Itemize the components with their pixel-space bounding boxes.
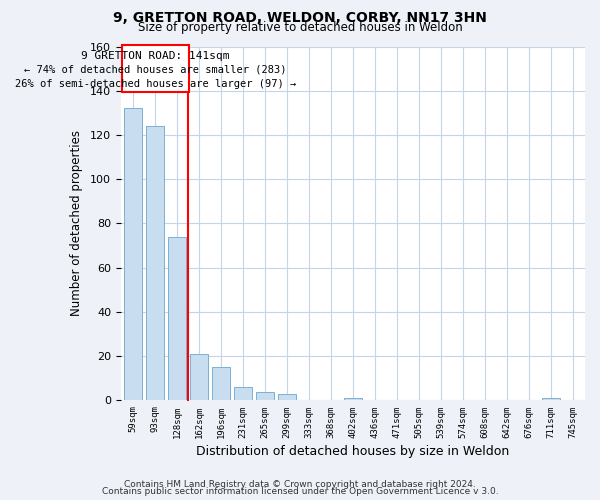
Bar [212,368,230,400]
Text: Contains HM Land Registry data © Crown copyright and database right 2024.: Contains HM Land Registry data © Crown c… [124,480,476,489]
FancyBboxPatch shape [122,46,189,92]
Bar [278,394,296,400]
Text: ← 74% of detached houses are smaller (283): ← 74% of detached houses are smaller (28… [25,64,287,74]
Bar [542,398,560,400]
Text: 26% of semi-detached houses are larger (97) →: 26% of semi-detached houses are larger (… [15,79,296,89]
Text: 9, GRETTON ROAD, WELDON, CORBY, NN17 3HN: 9, GRETTON ROAD, WELDON, CORBY, NN17 3HN [113,11,487,25]
Text: Contains public sector information licensed under the Open Government Licence v : Contains public sector information licen… [101,487,499,496]
Text: 9 GRETTON ROAD: 141sqm: 9 GRETTON ROAD: 141sqm [82,51,230,61]
X-axis label: Distribution of detached houses by size in Weldon: Distribution of detached houses by size … [196,444,509,458]
Bar [190,354,208,401]
Bar [167,236,187,400]
Bar [124,108,142,401]
Y-axis label: Number of detached properties: Number of detached properties [70,130,83,316]
Text: Size of property relative to detached houses in Weldon: Size of property relative to detached ho… [137,21,463,34]
Bar [344,398,362,400]
Bar [256,392,274,400]
Bar [233,387,253,400]
Bar [146,126,164,400]
